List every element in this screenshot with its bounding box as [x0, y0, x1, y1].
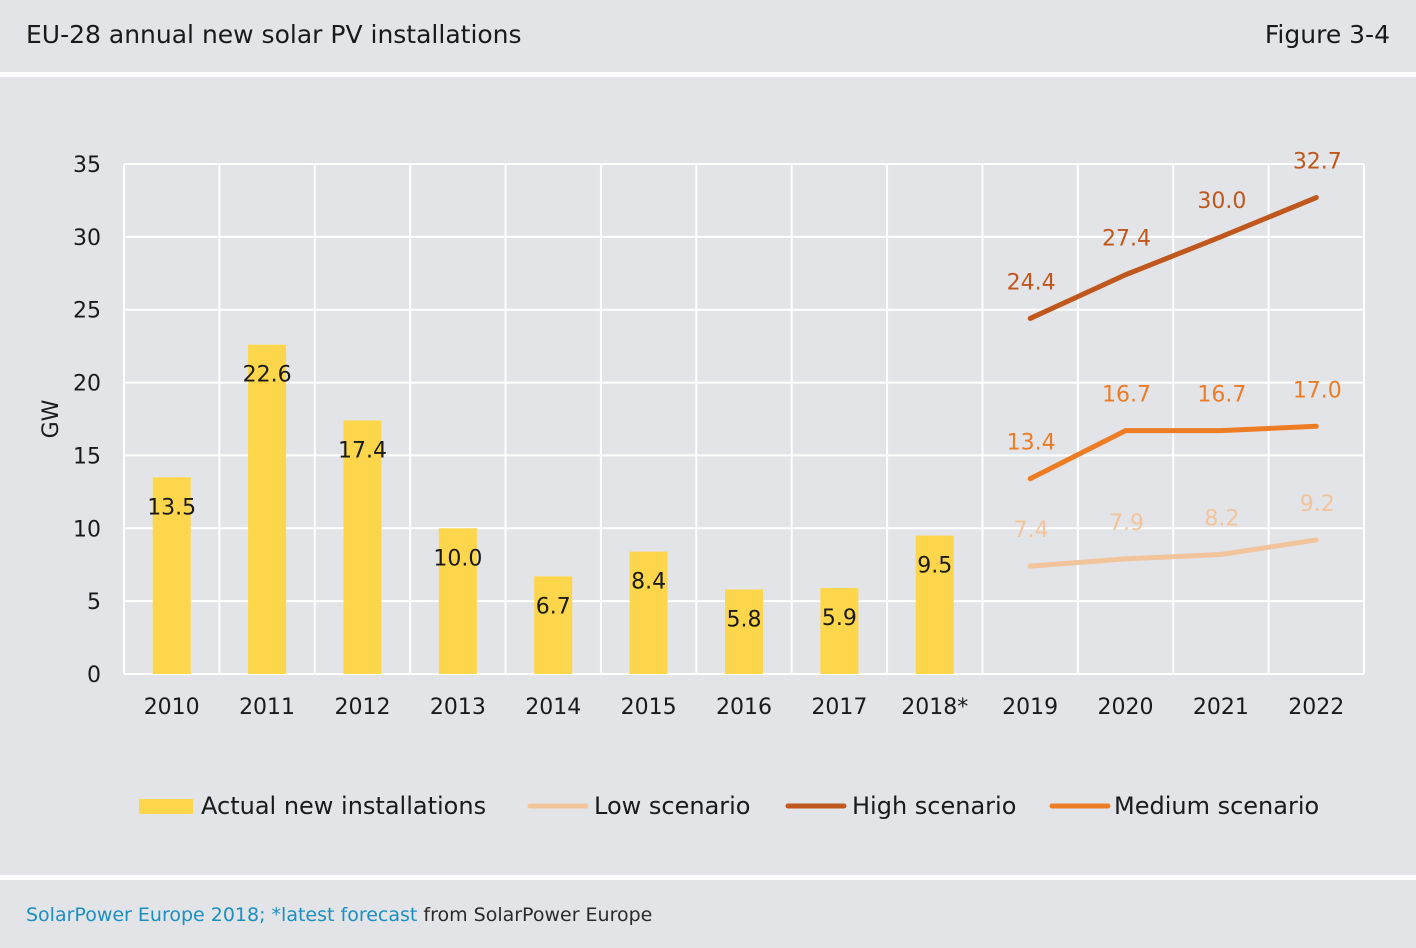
x-tick-label: 2015 [621, 695, 677, 720]
header: EU-28 annual new solar PV installations … [0, 0, 1416, 72]
bar [248, 344, 287, 674]
series-line [1027, 537, 1319, 569]
x-tick-label: 2016 [716, 695, 772, 720]
figure-number: Figure 3-4 [1264, 20, 1390, 49]
bar [343, 420, 382, 674]
bar-data-label: 22.6 [243, 363, 292, 388]
line-data-label: 30.0 [1197, 189, 1246, 214]
x-tick-label: 2017 [811, 695, 867, 720]
bar [152, 477, 191, 674]
chart-area: 0 5 10 15 20 25 30 35 GW 2010 2011 2012 2013 2014 2015… [0, 77, 1416, 875]
bar [629, 551, 668, 674]
source-highlight: SolarPower Europe 2018; *latest forecast [26, 904, 418, 926]
x-tick-label: 2021 [1193, 695, 1249, 720]
bar-data-label: 10.0 [433, 546, 482, 571]
x-tick-label: 2013 [430, 695, 486, 720]
line-data-label: 32.7 [1293, 150, 1342, 175]
y-tick-label: 0 [87, 663, 101, 688]
y-tick-label: 5 [87, 590, 101, 615]
legend-label: Actual new installations [201, 792, 486, 820]
line-data-label: 17.0 [1293, 378, 1342, 403]
x-tick-label: 2010 [144, 695, 200, 720]
line-data-label: 24.4 [1007, 270, 1056, 295]
y-tick-label: 35 [73, 153, 101, 178]
source-rest: from SolarPower Europe [417, 904, 653, 926]
legend-label: High scenario [852, 792, 1016, 820]
bar-data-label: 5.9 [822, 606, 857, 631]
header-divider [0, 72, 1416, 77]
bar-data-label: 9.5 [917, 554, 952, 579]
bar [438, 528, 477, 674]
bar-data-label: 17.4 [338, 438, 387, 463]
bar-data-label: 6.7 [536, 594, 571, 619]
bar-data-label: 8.4 [631, 570, 666, 595]
x-tick-label: 2019 [1002, 695, 1058, 720]
chart-title: EU-28 annual new solar PV installations [26, 20, 522, 49]
legend-label: Medium scenario [1114, 792, 1319, 820]
y-tick-label: 20 [73, 372, 101, 397]
line-data-label: 8.2 [1204, 507, 1239, 532]
bar-data-label: 5.8 [727, 607, 762, 632]
x-tick-label: 2011 [239, 695, 295, 720]
line-data-label: 13.4 [1007, 431, 1056, 456]
x-tick-label: 2018* [901, 695, 968, 720]
line-data-label: 16.7 [1102, 383, 1151, 408]
legend-swatch [139, 799, 193, 814]
bar [725, 589, 763, 674]
y-tick-label: 15 [73, 444, 101, 469]
chart-svg: 0 5 10 15 20 25 30 35 GW 2010 2011 2012 2013 2014 2015… [39, 150, 1365, 820]
bar [915, 535, 954, 674]
line-data-label: 16.7 [1197, 383, 1246, 408]
plot-background [124, 164, 1364, 674]
footer-divider [0, 875, 1416, 880]
footer: SolarPower Europe 2018; *latest forecast… [0, 880, 1416, 948]
bar-data-label: 13.5 [147, 495, 196, 520]
bar [820, 588, 859, 674]
source-note: SolarPower Europe 2018; *latest forecast… [26, 904, 652, 926]
series-line [1027, 423, 1319, 482]
legend-label: Low scenario [594, 792, 751, 820]
bar [534, 576, 573, 674]
y-tick-label: 30 [73, 226, 101, 251]
line-data-label: 9.2 [1300, 492, 1335, 517]
series-line [1027, 195, 1319, 321]
line-data-label: 7.9 [1109, 511, 1144, 536]
line-data-label: 7.4 [1014, 518, 1049, 543]
x-tick-label: 2020 [1098, 695, 1154, 720]
y-axis-label: GW [39, 399, 64, 438]
line-data-label: 27.4 [1102, 227, 1151, 252]
y-tick-label: 10 [73, 517, 101, 542]
x-tick-label: 2014 [525, 695, 581, 720]
x-tick-label: 2022 [1288, 695, 1344, 720]
y-tick-label: 25 [73, 299, 101, 324]
x-tick-label: 2012 [334, 695, 390, 720]
